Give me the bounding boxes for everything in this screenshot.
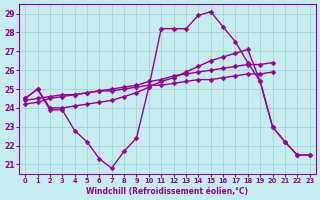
X-axis label: Windchill (Refroidissement éolien,°C): Windchill (Refroidissement éolien,°C)	[86, 187, 248, 196]
